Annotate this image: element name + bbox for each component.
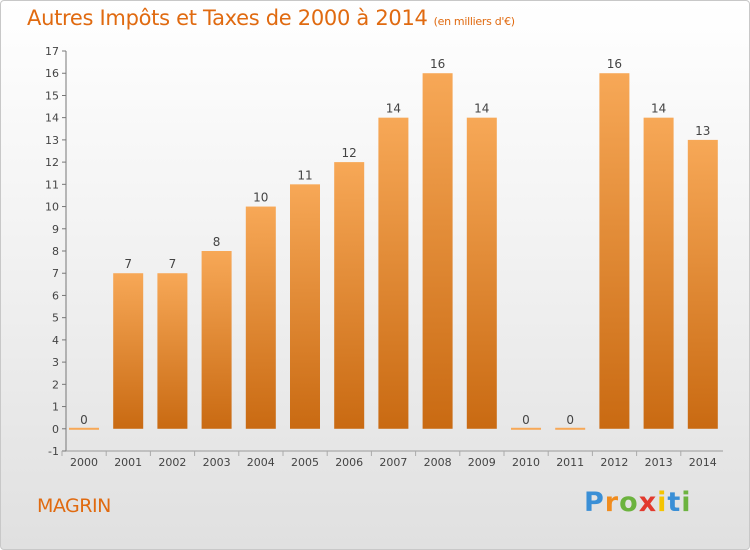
y-tick-label: 6 bbox=[52, 289, 59, 302]
bar-value-label: 7 bbox=[124, 257, 132, 271]
bar bbox=[599, 73, 630, 429]
chart-bars bbox=[69, 73, 718, 430]
y-tick-label: 7 bbox=[52, 267, 59, 280]
bar bbox=[69, 427, 99, 430]
y-tick-label: 15 bbox=[45, 89, 59, 102]
y-tick-label: 8 bbox=[52, 245, 59, 258]
bar-value-label: 10 bbox=[253, 191, 268, 205]
bar bbox=[245, 206, 276, 429]
bar-value-label: 14 bbox=[474, 102, 489, 116]
bar bbox=[113, 273, 144, 429]
x-tick-label: 2012 bbox=[600, 456, 628, 469]
proxiti-logo: Proxiti bbox=[584, 487, 692, 518]
y-tick-label: 16 bbox=[45, 67, 59, 80]
y-tick-label: 0 bbox=[52, 423, 59, 436]
bar-value-label: 13 bbox=[695, 124, 710, 138]
x-tick-label: 2011 bbox=[556, 456, 584, 469]
bar bbox=[334, 162, 365, 429]
x-tick-label: 2005 bbox=[291, 456, 319, 469]
y-tick-label: 17 bbox=[45, 45, 59, 58]
y-tick-label: 10 bbox=[45, 201, 59, 214]
y-tick-label: 9 bbox=[52, 223, 59, 236]
x-tick-label: 2004 bbox=[247, 456, 275, 469]
bar bbox=[643, 117, 674, 429]
logo-letter: i bbox=[681, 487, 692, 518]
bar-value-label: 0 bbox=[80, 413, 88, 427]
bar bbox=[378, 117, 409, 429]
y-tick-label: 1 bbox=[52, 401, 59, 414]
x-tick-label: 2001 bbox=[114, 456, 142, 469]
x-tick-label: 2007 bbox=[379, 456, 407, 469]
bar-value-label: 0 bbox=[566, 413, 574, 427]
chart-title: Autres Impôts et Taxes de 2000 à 2014 (en… bbox=[27, 6, 515, 30]
y-tick-label: -1 bbox=[48, 445, 59, 458]
logo-letter: r bbox=[604, 487, 620, 518]
bar-value-label: 16 bbox=[430, 57, 445, 71]
logo-letter: i bbox=[657, 487, 668, 518]
y-tick-label: 4 bbox=[52, 334, 59, 347]
x-tick-label: 2000 bbox=[70, 456, 98, 469]
y-tick-label: 13 bbox=[45, 134, 59, 147]
chart-subtitle: (en milliers d'€) bbox=[433, 15, 515, 28]
y-tick-label: 5 bbox=[52, 312, 59, 325]
logo-letter: t bbox=[667, 487, 682, 518]
chart-title-text: Autres Impôts et Taxes de 2000 à 2014 bbox=[27, 6, 428, 30]
x-tick-label: 2006 bbox=[335, 456, 363, 469]
bar-value-label: 8 bbox=[213, 235, 221, 249]
bar-value-label: 16 bbox=[607, 57, 622, 71]
x-tick-label: 2002 bbox=[158, 456, 186, 469]
bar bbox=[466, 117, 497, 429]
bar bbox=[201, 251, 232, 429]
y-tick-label: 2 bbox=[52, 378, 59, 391]
x-tick-label: 2013 bbox=[645, 456, 673, 469]
town-name: MAGRIN bbox=[37, 495, 111, 517]
x-tick-label: 2010 bbox=[512, 456, 540, 469]
bar bbox=[157, 273, 188, 429]
bar bbox=[555, 427, 586, 430]
bar-value-label: 14 bbox=[651, 102, 666, 116]
bar bbox=[290, 184, 320, 429]
bar bbox=[687, 139, 718, 429]
logo-letter: o bbox=[619, 487, 639, 518]
bar-value-label: 11 bbox=[297, 168, 312, 182]
bar bbox=[422, 73, 453, 429]
x-tick-label: 2014 bbox=[689, 456, 717, 469]
logo-letter: x bbox=[638, 487, 658, 518]
y-tick-label: 12 bbox=[45, 156, 59, 169]
logo-letter: P bbox=[584, 487, 605, 518]
y-tick-label: 3 bbox=[52, 356, 59, 369]
x-tick-label: 2003 bbox=[203, 456, 231, 469]
bar-value-label: 0 bbox=[522, 413, 530, 427]
y-tick-label: 11 bbox=[45, 178, 59, 191]
y-tick-label: 14 bbox=[45, 112, 59, 125]
bar-value-label: 12 bbox=[342, 146, 357, 160]
bar-value-label: 14 bbox=[386, 102, 401, 116]
bar bbox=[511, 427, 541, 430]
x-tick-label: 2008 bbox=[424, 456, 452, 469]
bar-value-label: 7 bbox=[169, 257, 177, 271]
x-tick-label: 2009 bbox=[468, 456, 496, 469]
chart-data-labels: 0 7 7 8 10 11 12 14 16 14 0 0 16 14 13 bbox=[80, 57, 710, 427]
